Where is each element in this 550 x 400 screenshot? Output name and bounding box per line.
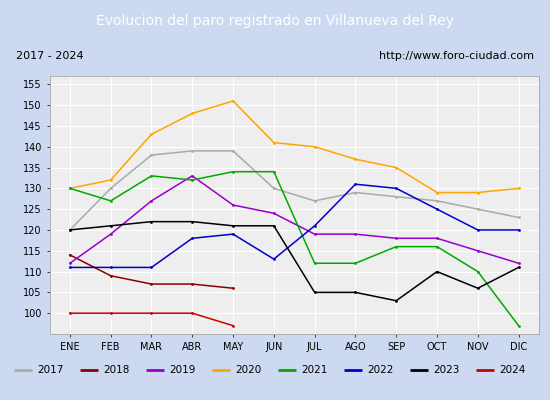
Text: 2024: 2024 xyxy=(499,365,526,375)
Text: 2023: 2023 xyxy=(433,365,460,375)
Text: 2017 - 2024: 2017 - 2024 xyxy=(16,51,84,61)
Text: 2018: 2018 xyxy=(103,365,130,375)
Text: 2020: 2020 xyxy=(235,365,262,375)
Text: Evolucion del paro registrado en Villanueva del Rey: Evolucion del paro registrado en Villanu… xyxy=(96,14,454,28)
Text: 2017: 2017 xyxy=(37,365,64,375)
Text: 2022: 2022 xyxy=(367,365,394,375)
Text: 2019: 2019 xyxy=(169,365,196,375)
Text: 2021: 2021 xyxy=(301,365,328,375)
Text: http://www.foro-ciudad.com: http://www.foro-ciudad.com xyxy=(379,51,534,61)
